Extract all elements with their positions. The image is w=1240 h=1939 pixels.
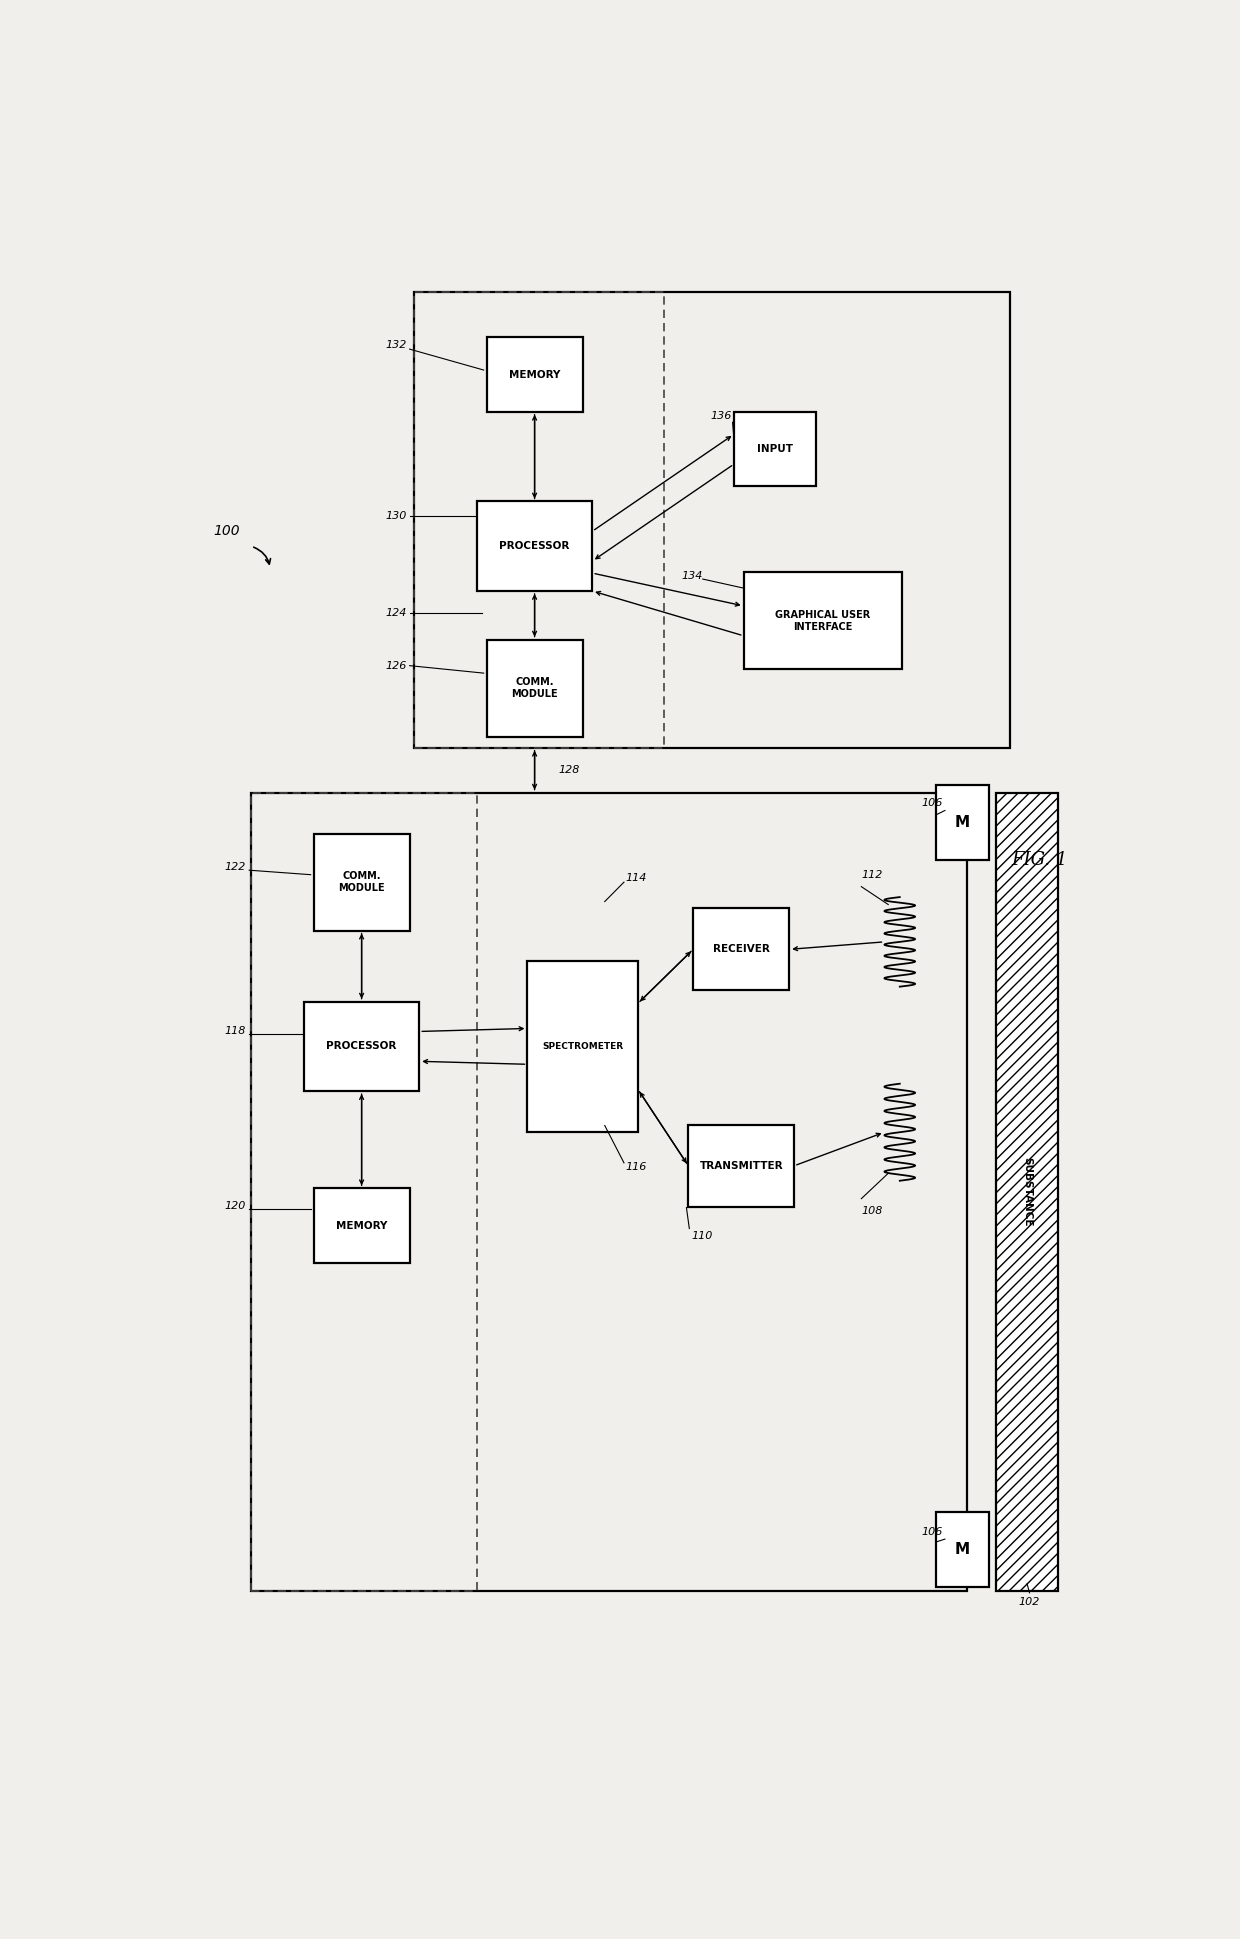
Text: SPECTROMETER: SPECTROMETER <box>542 1041 624 1051</box>
Text: MEMORY: MEMORY <box>336 1220 387 1231</box>
Bar <box>486 337 583 411</box>
Text: 132: 132 <box>386 339 407 349</box>
Text: PROCESSOR: PROCESSOR <box>326 1041 397 1051</box>
Text: 124: 124 <box>386 609 407 619</box>
Text: 120: 120 <box>224 1200 247 1212</box>
Text: MEMORY: MEMORY <box>508 370 560 380</box>
Text: 100: 100 <box>213 524 241 539</box>
Text: 126: 126 <box>386 661 407 671</box>
Bar <box>688 1125 794 1206</box>
Bar <box>936 785 988 859</box>
Text: 130: 130 <box>386 512 407 522</box>
Bar <box>314 1189 409 1262</box>
Bar <box>414 293 665 748</box>
Text: INPUT: INPUT <box>756 444 792 454</box>
Bar <box>250 793 477 1592</box>
Text: GRAPHICAL USER
INTERFACE: GRAPHICAL USER INTERFACE <box>775 611 870 632</box>
Text: FIG. 1: FIG. 1 <box>1011 851 1068 869</box>
Text: M: M <box>955 1542 970 1557</box>
Bar <box>414 293 1011 748</box>
Text: 108: 108 <box>862 1206 883 1216</box>
Bar <box>486 640 583 737</box>
Text: 112: 112 <box>862 871 883 880</box>
Bar <box>744 572 903 669</box>
Bar <box>250 793 967 1592</box>
Text: 128: 128 <box>559 766 580 776</box>
Bar <box>527 960 637 1132</box>
Text: 110: 110 <box>691 1231 713 1241</box>
Bar <box>936 1512 988 1586</box>
Text: 116: 116 <box>626 1161 647 1173</box>
Text: 106: 106 <box>921 1526 942 1536</box>
Text: RECEIVER: RECEIVER <box>713 944 770 954</box>
Text: M: M <box>955 814 970 830</box>
Text: 136: 136 <box>711 411 732 421</box>
Text: COMM.
MODULE: COMM. MODULE <box>511 677 558 698</box>
Text: 106: 106 <box>921 799 942 809</box>
Bar <box>314 834 409 931</box>
Text: 114: 114 <box>626 873 647 882</box>
Text: 134: 134 <box>682 572 703 582</box>
Text: TRANSMITTER: TRANSMITTER <box>699 1161 782 1171</box>
Bar <box>304 1002 419 1092</box>
Bar <box>734 411 816 487</box>
Bar <box>477 502 593 591</box>
Text: 122: 122 <box>224 863 247 873</box>
Text: PROCESSOR: PROCESSOR <box>500 541 570 551</box>
Bar <box>996 793 1058 1592</box>
Bar <box>693 907 789 991</box>
Text: 102: 102 <box>1019 1598 1040 1607</box>
Text: COMM.
MODULE: COMM. MODULE <box>339 871 384 894</box>
Text: 118: 118 <box>224 1026 247 1037</box>
Text: SUBSTANCE: SUBSTANCE <box>1022 1158 1032 1227</box>
